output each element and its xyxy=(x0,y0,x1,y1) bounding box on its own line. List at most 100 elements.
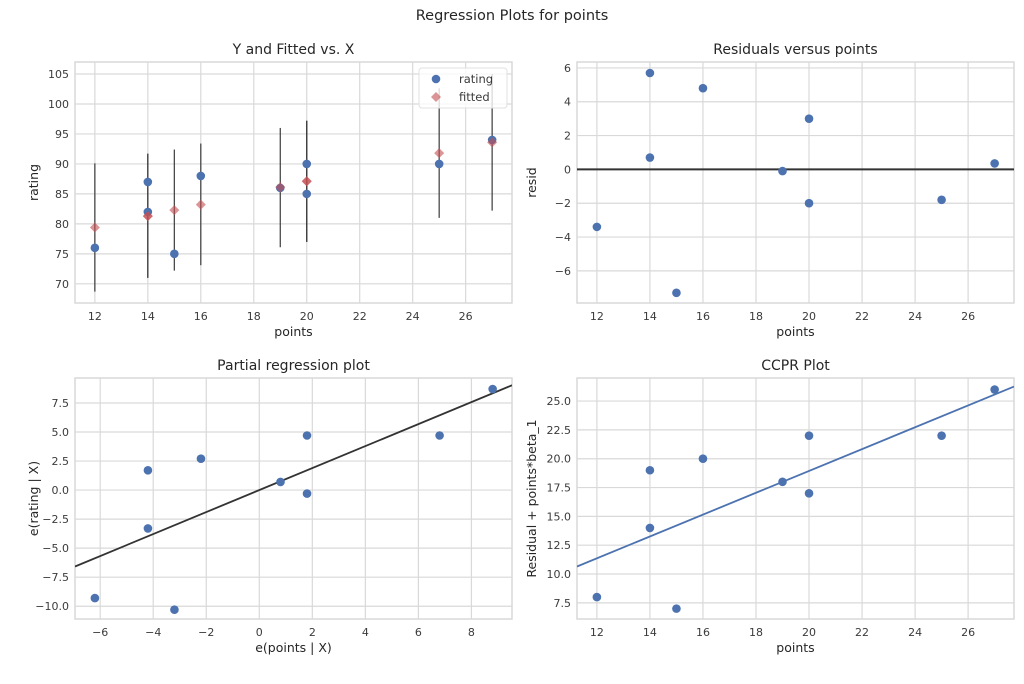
x-tick-label: 20 xyxy=(300,310,314,323)
x-tick-label: 24 xyxy=(406,310,420,323)
x-axis-label: points xyxy=(274,324,312,339)
y-tick-label: 2 xyxy=(564,130,571,143)
y-tick-label: 95 xyxy=(55,128,69,141)
data-point xyxy=(196,454,206,464)
x-tick-label: 24 xyxy=(908,310,922,323)
panel-4: 12 14 16 18 20 22 24 26 7.5 10.0 12.5 15.0 17.5 20.0 2… xyxy=(524,358,1015,655)
y-tick-label: 90 xyxy=(55,158,69,171)
x-tick-label: 26 xyxy=(961,310,975,323)
x-axis-label: e(points | X) xyxy=(255,640,332,655)
y-axis-label: resid xyxy=(524,167,539,197)
x-tick-label: 26 xyxy=(961,626,975,639)
x-tick-label: 20 xyxy=(802,310,816,323)
x-tick-label: 26 xyxy=(459,310,473,323)
data-point xyxy=(302,489,312,498)
y-tick-label: 100 xyxy=(48,98,69,111)
fit-line xyxy=(577,385,1014,568)
fitted-point xyxy=(142,211,153,222)
x-tick-label: 14 xyxy=(141,310,155,323)
data-point xyxy=(804,198,814,208)
data-point xyxy=(645,68,655,78)
fitted-point xyxy=(487,137,498,148)
rating-point xyxy=(434,159,444,169)
x-tick-label: 0 xyxy=(256,626,263,639)
y-tick-label: 2.5 xyxy=(52,455,70,468)
panel-title: Partial regression plot xyxy=(217,358,370,374)
plot-area xyxy=(89,73,498,292)
data-point xyxy=(778,166,787,176)
x-tick-label: −2 xyxy=(198,626,214,639)
x-tick-label: 6 xyxy=(415,626,422,639)
data-point xyxy=(435,431,444,440)
y-tick-label: 7.5 xyxy=(554,597,572,610)
legend-frame xyxy=(418,67,508,109)
x-tick-label: 16 xyxy=(194,310,208,323)
data-point xyxy=(143,466,153,475)
y-axis-label: e(rating | X) xyxy=(26,461,41,536)
x-tick-label: 18 xyxy=(749,626,763,639)
plot-area xyxy=(577,68,1014,298)
y-tick-label: −7.5 xyxy=(42,571,69,584)
fit-line xyxy=(75,384,512,568)
legend-fitted-marker xyxy=(431,92,441,102)
data-point xyxy=(592,592,602,602)
panel-title: Y and Fitted vs. X xyxy=(232,42,355,58)
data-point xyxy=(276,477,285,487)
x-tick-label: 14 xyxy=(643,310,657,323)
x-tick-label: 12 xyxy=(88,310,102,323)
legend-rating-marker xyxy=(431,74,441,84)
rating-point xyxy=(170,249,179,259)
x-tick-label: 12 xyxy=(590,310,604,323)
data-point xyxy=(488,384,497,394)
x-tick-label: 22 xyxy=(855,310,869,323)
y-tick-label: 10.0 xyxy=(547,568,572,581)
y-tick-label: 12.5 xyxy=(547,539,572,552)
x-axis-label: points xyxy=(776,324,814,339)
x-tick-label: 18 xyxy=(749,310,763,323)
data-point xyxy=(990,385,999,394)
y-tick-label: −4 xyxy=(555,231,571,244)
data-point xyxy=(804,489,814,498)
data-point xyxy=(698,83,708,93)
x-tick-label: 14 xyxy=(643,626,657,639)
plot-area xyxy=(577,385,1014,613)
x-tick-label: −4 xyxy=(145,626,161,639)
fitted-point xyxy=(275,182,286,193)
plot-frame xyxy=(74,377,513,620)
legend: rating fitted xyxy=(418,67,508,109)
data-point xyxy=(937,431,946,440)
y-tick-label: 5.0 xyxy=(52,426,70,439)
data-point xyxy=(990,159,999,168)
y-tick-label: 7.5 xyxy=(52,397,70,410)
fitted-point xyxy=(434,148,445,159)
y-tick-label: −2 xyxy=(555,197,571,210)
y-tick-label: 80 xyxy=(55,218,69,231)
x-tick-label: 8 xyxy=(468,626,475,639)
data-point xyxy=(804,431,814,440)
y-tick-label: 85 xyxy=(55,188,69,201)
y-tick-label: 17.5 xyxy=(547,482,572,495)
data-point xyxy=(937,195,946,205)
data-point xyxy=(90,593,100,603)
fitted-point xyxy=(195,199,206,210)
data-point xyxy=(778,477,787,487)
x-tick-label: 24 xyxy=(908,626,922,639)
x-tick-label: 16 xyxy=(696,310,710,323)
y-tick-label: 105 xyxy=(48,68,69,81)
y-axis-label: Residual + points*beta_1 xyxy=(524,419,539,577)
data-point xyxy=(592,222,602,232)
plot-frame xyxy=(576,377,1015,620)
plot-area xyxy=(75,384,512,615)
y-tick-label: 25.0 xyxy=(547,395,572,408)
x-tick-label: 18 xyxy=(247,310,261,323)
x-tick-label: 20 xyxy=(802,626,816,639)
legend-fitted-label: fitted xyxy=(459,90,490,104)
figure-suptitle: Regression Plots for points xyxy=(416,8,609,24)
panel-title: Residuals versus points xyxy=(713,42,877,58)
x-tick-label: 2 xyxy=(309,626,316,639)
data-point xyxy=(672,288,681,298)
x-tick-label: 16 xyxy=(696,626,710,639)
data-point xyxy=(804,114,814,123)
